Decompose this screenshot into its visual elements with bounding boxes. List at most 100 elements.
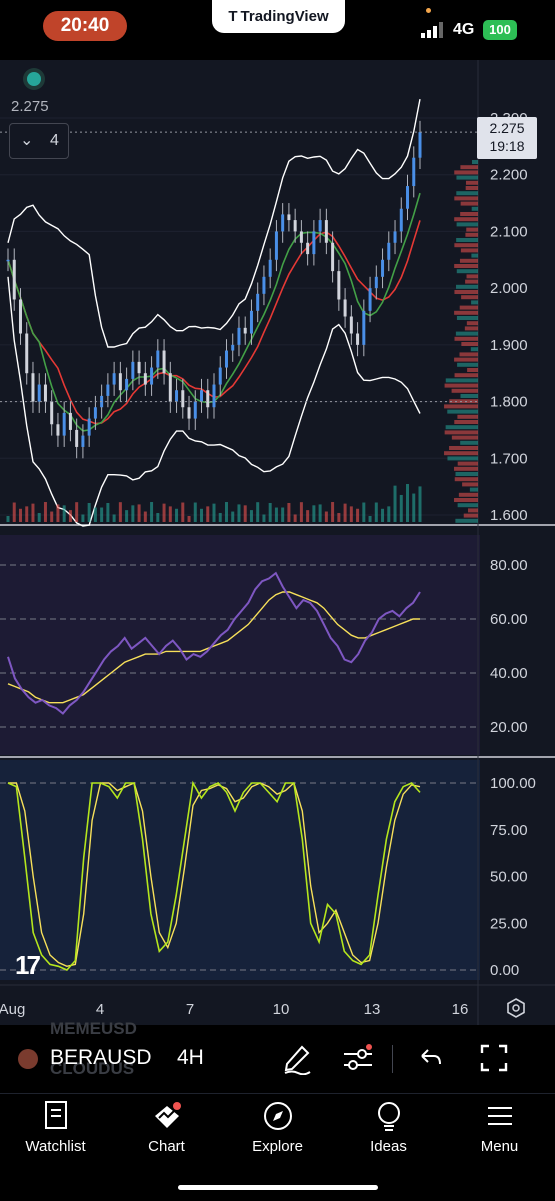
volume-profile-bar [455,472,478,476]
time-tick-label: 10 [273,1001,290,1018]
volume-profile-bar [449,446,478,450]
fullscreen-icon[interactable] [480,1044,508,1072]
candle-body [25,333,29,374]
candle-body [324,220,328,243]
price-readout: 2.275 [11,98,49,115]
volume-bar [356,508,360,522]
candle-body [106,384,110,396]
volume-bar [312,505,316,522]
candle-body [181,390,185,408]
candle-body [125,378,129,391]
candle-body [356,333,360,345]
stoch-d-line [8,781,421,968]
candle-body [50,401,54,425]
symbol-logo-icon [18,1049,38,1069]
volume-bar [200,508,204,522]
rsi-tick-label: 60.00 [490,611,528,628]
candle-body [12,259,16,300]
stoch-tick-label: 0.00 [490,962,519,979]
volume-bar [125,510,129,522]
volume-bar [56,504,60,522]
price-tick-label: 1.600 [490,507,528,524]
candle-body [249,310,253,334]
volume-bar [162,503,166,522]
volume-profile-bar [457,503,478,508]
volume-profile-bar [449,399,478,404]
volume-profile-bar [465,232,478,237]
candle-body [243,327,247,334]
volume-profile-bar [456,222,478,227]
pen-icon[interactable] [282,1043,312,1075]
candle-body [331,242,335,272]
symbol-name[interactable]: BERAUSD [50,1046,152,1069]
candle-body [293,220,297,232]
tab-ideas[interactable]: Ideas [333,1100,444,1155]
tab-menu[interactable]: Menu [444,1100,555,1155]
volume-profile-bar [455,518,478,523]
volume-bar [231,511,235,522]
candle-body [87,418,91,436]
tab-watchlist[interactable]: Watchlist [0,1100,111,1155]
tradingview-pill[interactable]: T TradingView [212,0,345,33]
chart-canvas[interactable]: 2.3002.2002.1002.0001.9001.8001.7001.600… [0,60,555,1025]
time-tick-label: 16 [452,1001,469,1018]
volume-bar [112,514,116,522]
volume-bar [287,503,291,522]
volume-bar [168,506,172,522]
settings-gear-icon[interactable] [507,998,525,1018]
volume-profile-bar [454,357,478,362]
candle-body [274,231,278,260]
volume-bar [256,502,260,522]
candle-body [349,316,353,334]
volume-profile-bar [462,482,478,487]
volume-profile-bar [467,368,478,372]
volume-profile-bar [454,373,478,378]
volume-bar [62,505,66,522]
volume-bar [331,502,335,522]
undo-icon[interactable] [418,1046,444,1072]
volume-bar [293,514,297,522]
price-tick-label: 1.900 [490,337,528,354]
volume-profile-bar [454,170,478,175]
volume-profile-bar [456,238,478,242]
stoch-tick-label: 100.00 [490,775,536,792]
signal-icon [421,22,443,38]
interval-selector[interactable]: 4H [177,1046,204,1069]
candle-body [306,242,310,255]
volume-profile-bar [469,487,478,492]
stoch-tick-label: 50.00 [490,869,528,886]
candle-body [368,288,372,311]
candle-body [200,390,204,402]
candle-body [381,259,385,277]
tab-label: Watchlist [25,1138,86,1155]
bollinger-lower-line [7,276,421,527]
volume-bar [343,503,347,522]
candle-body [162,350,166,374]
volume-profile-bar [447,409,478,414]
indicator-collapse-toggle[interactable]: ⌄ 4 [9,123,69,159]
volume-bar [18,508,22,522]
bg-symbol: CLOUDUS [50,1059,135,1078]
tab-label: Chart [148,1138,185,1155]
volume-bar [212,503,216,522]
chart-area[interactable]: 2.3002.2002.1002.0001.9001.8001.7001.600… [0,60,555,1025]
volume-profile-bar [471,253,478,258]
volume-profile-bar [444,404,478,409]
volume-bar [337,513,341,522]
sliders-icon[interactable] [342,1043,374,1075]
tab-chart[interactable]: Chart [111,1100,222,1155]
volume-bar [143,511,147,522]
volume-bar [137,504,141,522]
volume-bar [362,502,366,522]
volume-profile-bar [460,440,478,445]
volume-bar [175,508,179,522]
volume-profile-bar [459,352,478,357]
bollinger-upper-line [7,98,421,348]
volume-bar [224,502,228,522]
volume-bar [75,502,79,522]
volume-profile-bar [454,290,478,294]
volume-bar [187,515,191,522]
candle-body [256,293,260,311]
tab-explore[interactable]: Explore [222,1100,333,1155]
candle-body [112,373,116,385]
